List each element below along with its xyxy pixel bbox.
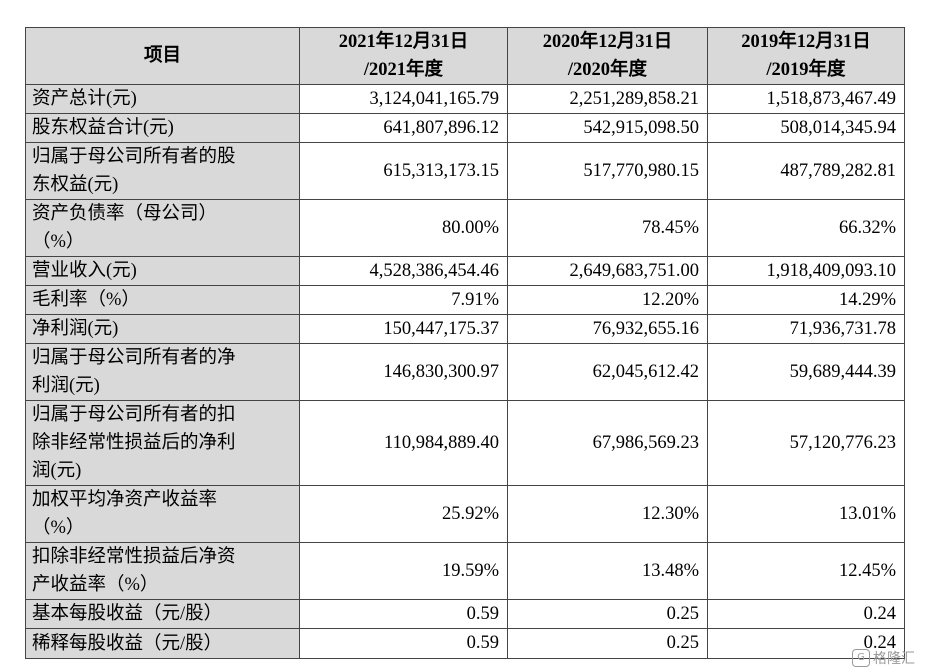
row-label: 归属于母公司所有者的净 利润(元)	[25, 343, 300, 401]
row-label: 扣除非经常性损益后净资 产收益率（%）	[25, 542, 300, 600]
row-label: 稀释每股收益（元/股）	[25, 628, 300, 659]
cell-2019: 487,789,282.81	[707, 142, 905, 200]
table-row: 加权平均净资产收益率 （%） 25.92% 12.30% 13.01%	[25, 485, 905, 543]
cell-2021: 0.59	[299, 628, 508, 659]
row-label: 归属于母公司所有者的股 东权益(元)	[25, 142, 300, 200]
table-row: 归属于母公司所有者的扣 除非经常性损益后的净利 润(元) 110,984,889.…	[25, 400, 905, 486]
cell-2021: 615,313,173.15	[299, 142, 508, 200]
table-row: 股东权益合计(元) 641,807,896.12 542,915,098.50 508…	[25, 113, 905, 143]
table-row: 营业收入(元) 4,528,386,454.46 2,649,683,751.00 1…	[25, 256, 905, 286]
cell-2021: 3,124,041,165.79	[299, 84, 508, 114]
cell-2020: 12.20%	[507, 285, 708, 315]
cell-2020: 76,932,655.16	[507, 314, 708, 344]
gelonghui-logo-icon: G	[852, 649, 870, 667]
cell-2021: 4,528,386,454.46	[299, 256, 508, 286]
cell-2020: 12.30%	[507, 485, 708, 543]
row-label: 加权平均净资产收益率 （%）	[25, 485, 300, 543]
watermark: G 格隆汇	[852, 648, 915, 668]
row-label: 股东权益合计(元)	[25, 113, 300, 143]
cell-2020: 542,915,098.50	[507, 113, 708, 143]
cell-2019: 1,918,409,093.10	[707, 256, 905, 286]
row-label: 基本每股收益（元/股）	[25, 599, 300, 629]
cell-2021: 641,807,896.12	[299, 113, 508, 143]
financial-summary-table: 项目 2021年12月31日 /2021年度 2020年12月31日 /2020…	[25, 27, 905, 659]
cell-2021: 110,984,889.40	[299, 400, 508, 486]
cell-2020: 2,649,683,751.00	[507, 256, 708, 286]
table-row: 归属于母公司所有者的净 利润(元) 146,830,300.97 62,045,61…	[25, 343, 905, 401]
table-row: 资产负债率（母公司） （%） 80.00% 78.45% 66.32%	[25, 199, 905, 257]
cell-2020: 517,770,980.15	[507, 142, 708, 200]
header-2021: 2021年12月31日 /2021年度	[299, 27, 508, 85]
cell-2019: 12.45%	[707, 542, 905, 600]
row-label: 营业收入(元)	[25, 256, 300, 286]
table-row: 稀释每股收益（元/股） 0.59 0.25 0.24	[25, 628, 905, 659]
cell-2021: 146,830,300.97	[299, 343, 508, 401]
cell-2020: 0.25	[507, 628, 708, 659]
header-2019: 2019年12月31日 /2019年度	[707, 27, 905, 85]
cell-2021: 25.92%	[299, 485, 508, 543]
row-label: 资产负债率（母公司） （%）	[25, 199, 300, 257]
header-item: 项目	[25, 27, 300, 85]
row-label: 净利润(元)	[25, 314, 300, 344]
table-row: 资产总计(元) 3,124,041,165.79 2,251,289,858.21 1…	[25, 84, 905, 114]
table-row: 归属于母公司所有者的股 东权益(元) 615,313,173.15 517,770,…	[25, 142, 905, 200]
cell-2021: 80.00%	[299, 199, 508, 257]
cell-2019: 0.24	[707, 628, 905, 659]
row-label: 毛利率（%）	[25, 285, 300, 315]
cell-2020: 2,251,289,858.21	[507, 84, 708, 114]
row-label: 资产总计(元)	[25, 84, 300, 114]
cell-2020: 13.48%	[507, 542, 708, 600]
cell-2021: 7.91%	[299, 285, 508, 315]
cell-2020: 62,045,612.42	[507, 343, 708, 401]
cell-2019: 0.24	[707, 599, 905, 629]
cell-2019: 59,689,444.39	[707, 343, 905, 401]
table-row: 基本每股收益（元/股） 0.59 0.25 0.24	[25, 599, 905, 629]
table-header-row: 项目 2021年12月31日 /2021年度 2020年12月31日 /2020…	[25, 27, 905, 85]
cell-2019: 13.01%	[707, 485, 905, 543]
table-row: 扣除非经常性损益后净资 产收益率（%） 19.59% 13.48% 12.45%	[25, 542, 905, 600]
cell-2019: 1,518,873,467.49	[707, 84, 905, 114]
table-row: 毛利率（%） 7.91% 12.20% 14.29%	[25, 285, 905, 315]
cell-2020: 78.45%	[507, 199, 708, 257]
cell-2020: 67,986,569.23	[507, 400, 708, 486]
cell-2019: 71,936,731.78	[707, 314, 905, 344]
cell-2019: 66.32%	[707, 199, 905, 257]
cell-2019: 14.29%	[707, 285, 905, 315]
cell-2019: 508,014,345.94	[707, 113, 905, 143]
cell-2021: 0.59	[299, 599, 508, 629]
cell-2019: 57,120,776.23	[707, 400, 905, 486]
row-label: 归属于母公司所有者的扣 除非经常性损益后的净利 润(元)	[25, 400, 300, 486]
cell-2021: 19.59%	[299, 542, 508, 600]
cell-2021: 150,447,175.37	[299, 314, 508, 344]
cell-2020: 0.25	[507, 599, 708, 629]
watermark-text: 格隆汇	[873, 651, 915, 667]
table-row: 净利润(元) 150,447,175.37 76,932,655.16 71,936,…	[25, 314, 905, 344]
header-2020: 2020年12月31日 /2020年度	[507, 27, 708, 85]
